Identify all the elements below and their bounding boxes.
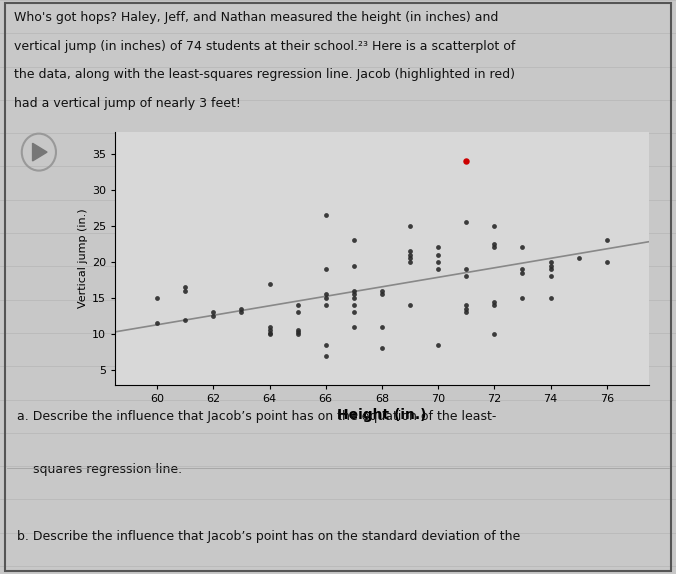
- Point: [151, 293, 162, 302]
- Point: [377, 344, 387, 353]
- Point: [208, 312, 219, 321]
- Point: [264, 328, 275, 337]
- Point: [180, 282, 191, 292]
- Point: [602, 257, 612, 266]
- Point: [292, 325, 303, 334]
- Point: [433, 340, 443, 350]
- Point: [405, 257, 416, 266]
- Point: [377, 290, 387, 299]
- Point: [489, 329, 500, 339]
- Point: [292, 301, 303, 310]
- Point: [573, 254, 584, 263]
- Point: [264, 279, 275, 288]
- Point: [348, 290, 359, 299]
- Point: [517, 265, 528, 274]
- Point: [320, 290, 331, 299]
- Point: [405, 301, 416, 310]
- Point: [348, 236, 359, 245]
- Point: [320, 301, 331, 310]
- Point: [461, 265, 472, 274]
- Point: [348, 301, 359, 310]
- Point: [461, 272, 472, 281]
- Point: [320, 265, 331, 274]
- Point: [461, 304, 472, 313]
- Point: [461, 156, 472, 165]
- Point: [433, 265, 443, 274]
- Point: [489, 297, 500, 306]
- Point: [517, 293, 528, 302]
- Point: [405, 254, 416, 263]
- Point: [320, 351, 331, 360]
- Point: [151, 319, 162, 328]
- Point: [433, 250, 443, 259]
- Point: [545, 265, 556, 274]
- Point: [292, 308, 303, 317]
- Point: [377, 286, 387, 296]
- Point: [545, 261, 556, 270]
- Point: [292, 329, 303, 339]
- Point: [517, 243, 528, 252]
- Point: [461, 218, 472, 227]
- Point: [348, 261, 359, 270]
- Point: [489, 239, 500, 249]
- Text: had a vertical jump of nearly 3 feet!: had a vertical jump of nearly 3 feet!: [14, 96, 241, 110]
- Point: [405, 221, 416, 230]
- Point: [208, 308, 219, 317]
- Point: [348, 308, 359, 317]
- Point: [461, 301, 472, 310]
- Point: [236, 308, 247, 317]
- Point: [517, 268, 528, 277]
- Point: [545, 272, 556, 281]
- Point: [377, 322, 387, 331]
- Text: squares regression line.: squares regression line.: [17, 463, 182, 476]
- Point: [236, 304, 247, 313]
- Point: [489, 221, 500, 230]
- Point: [292, 327, 303, 336]
- Point: [348, 293, 359, 302]
- Point: [264, 329, 275, 339]
- Point: [264, 322, 275, 331]
- Point: [405, 246, 416, 255]
- Point: [433, 243, 443, 252]
- Point: [264, 326, 275, 335]
- X-axis label: Height (in.): Height (in.): [337, 408, 427, 422]
- Point: [602, 236, 612, 245]
- Point: [348, 286, 359, 296]
- Text: b. Describe the influence that Jacob’s point has on the standard deviation of th: b. Describe the influence that Jacob’s p…: [17, 530, 520, 543]
- Polygon shape: [32, 144, 47, 161]
- Point: [545, 293, 556, 302]
- Point: [545, 257, 556, 266]
- Point: [348, 322, 359, 331]
- Point: [461, 308, 472, 317]
- Point: [180, 286, 191, 296]
- Point: [320, 340, 331, 350]
- Point: [433, 257, 443, 266]
- Point: [320, 293, 331, 302]
- Text: Who's got hops? Haley, Jeff, and Nathan measured the height (in inches) and: Who's got hops? Haley, Jeff, and Nathan …: [14, 11, 498, 25]
- Y-axis label: Vertical jump (in.): Vertical jump (in.): [78, 208, 88, 308]
- Point: [489, 243, 500, 252]
- Text: vertical jump (in inches) of 74 students at their school.²³ Here is a scatterplo: vertical jump (in inches) of 74 students…: [14, 40, 515, 53]
- Text: the data, along with the least-squares regression line. Jacob (highlighted in re: the data, along with the least-squares r…: [14, 68, 514, 81]
- Point: [405, 250, 416, 259]
- Point: [489, 301, 500, 310]
- Text: a. Describe the influence that Jacob’s point has on the equation of the least-: a. Describe the influence that Jacob’s p…: [17, 410, 496, 423]
- Point: [320, 211, 331, 220]
- Point: [180, 315, 191, 324]
